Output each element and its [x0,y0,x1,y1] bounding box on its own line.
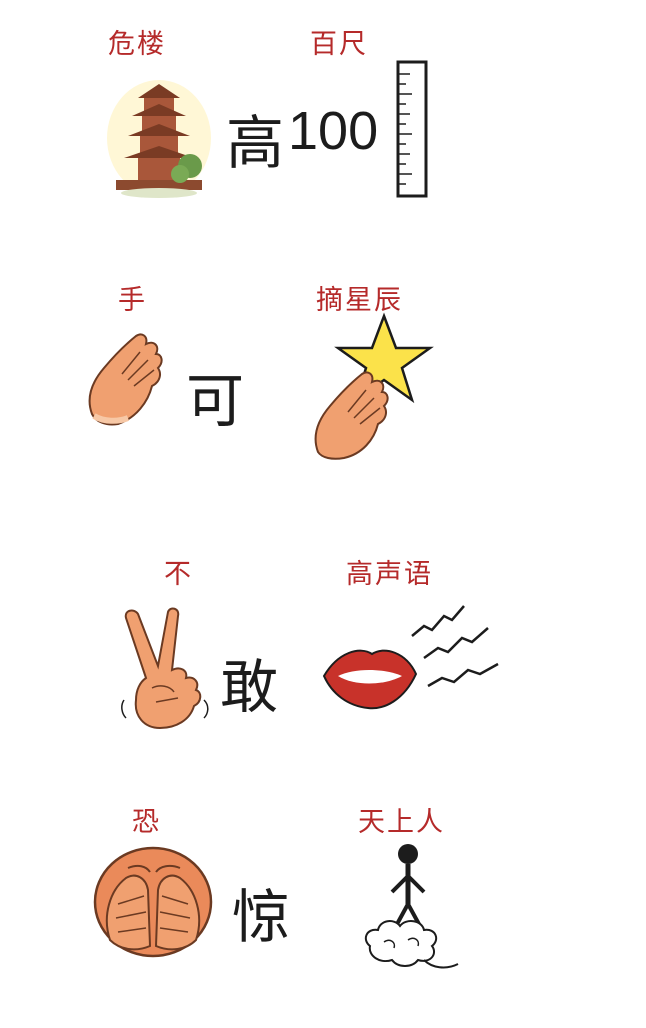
row4-center-char: 惊 [232,883,291,951]
row3-right-label: 高声语 [346,559,433,590]
hand-star-icon [314,312,434,460]
cloud-person-icon [364,844,459,969]
row1-center-char: 高 [226,109,285,177]
row2-left-label: 手 [118,285,147,316]
row1-right-label: 百尺 [310,29,368,60]
hand-icon [88,333,163,426]
row1-number: 100 [288,101,379,161]
row4-right-label: 天上人 [358,807,445,838]
row3-center-char: 敢 [220,653,279,721]
v-sign-hand-icon [121,607,209,730]
row1-left-label: 危楼 [108,29,166,60]
covered-face-icon [93,846,213,958]
pagoda-icon [107,80,211,198]
row3-left-label: 不 [164,559,193,590]
lips-icon [322,605,499,710]
ruler-icon [396,60,428,198]
row4-left-label: 恐 [132,807,161,838]
row2-right-label: 摘星辰 [316,285,403,316]
row2-center-char: 可 [186,367,245,435]
